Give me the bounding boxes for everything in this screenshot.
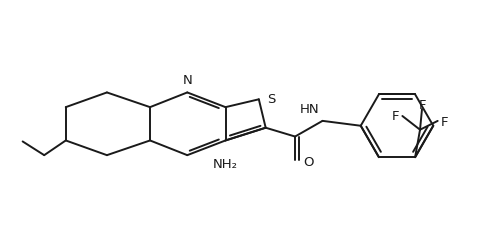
Text: F: F bbox=[392, 109, 400, 122]
Text: N: N bbox=[182, 73, 192, 86]
Text: F: F bbox=[441, 116, 448, 129]
Text: F: F bbox=[419, 98, 426, 111]
Text: NH₂: NH₂ bbox=[213, 157, 238, 170]
Text: S: S bbox=[266, 93, 275, 105]
Text: O: O bbox=[303, 155, 314, 168]
Text: HN: HN bbox=[300, 103, 320, 115]
